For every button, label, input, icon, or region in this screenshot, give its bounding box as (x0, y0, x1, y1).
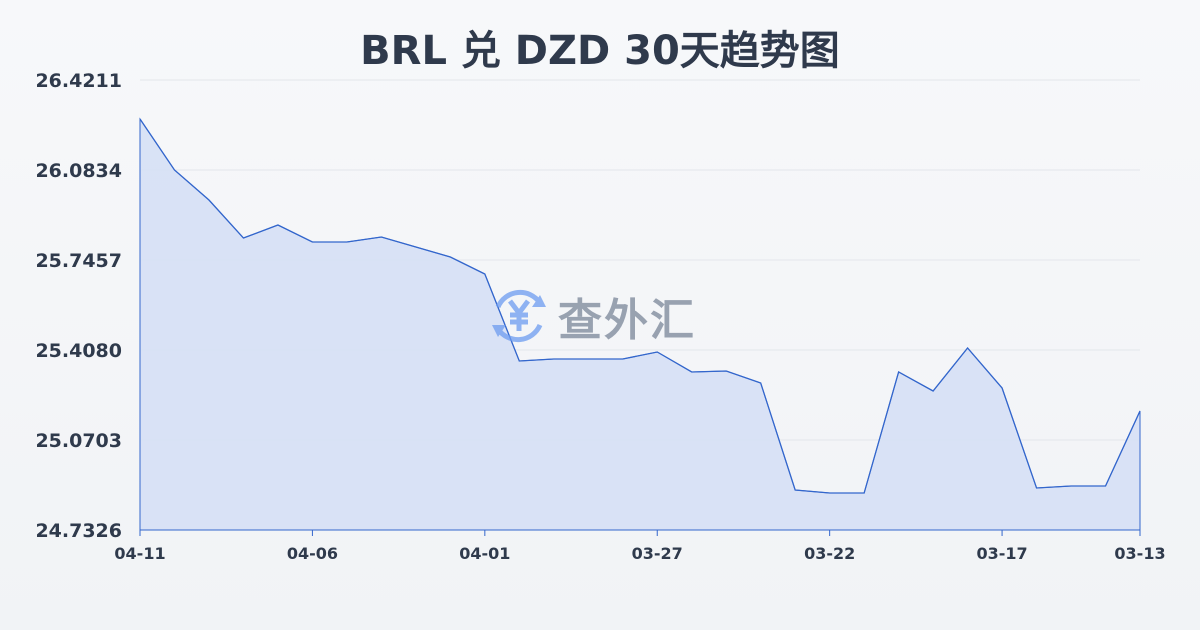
series-line (139, 118, 1141, 494)
x-tick-label: 03-13 (1114, 544, 1165, 563)
y-tick-label: 25.4080 (35, 340, 122, 362)
y-tick-label: 26.4211 (35, 70, 122, 92)
watermark-text: 查外汇 (558, 295, 696, 346)
x-tick-label: 03-27 (632, 544, 683, 563)
y-tick-label: 25.7457 (35, 250, 122, 272)
x-tick-label: 04-11 (114, 544, 165, 563)
x-tick-label: 04-06 (287, 544, 338, 563)
x-tick-label: 03-17 (976, 544, 1027, 563)
chart-title: BRL 兑 DZD 30天趋势图 (360, 28, 840, 74)
watermark: 查外汇 (488, 284, 696, 348)
y-tick-label: 26.0834 (35, 160, 122, 182)
yen-exchange-icon (492, 289, 546, 343)
x-tick-label: 04-01 (459, 544, 510, 563)
x-tick-label: 03-22 (804, 544, 855, 563)
y-tick-label: 25.0703 (35, 430, 122, 452)
y-tick-label: 24.7326 (35, 520, 122, 542)
